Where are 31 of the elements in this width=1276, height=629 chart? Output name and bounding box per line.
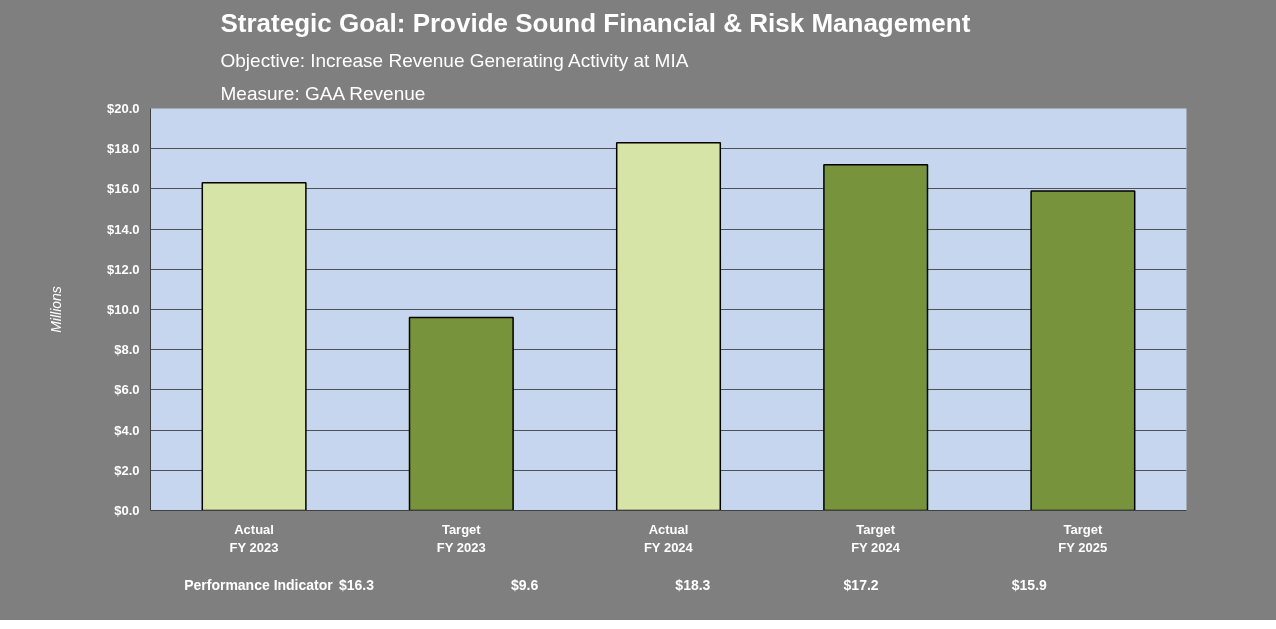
x-tick-label: Target FY 2023 xyxy=(436,521,486,555)
y-tick-label: $0.0 xyxy=(114,503,140,518)
chart-title: Strategic Goal: Provide Sound Financial & Risk Management xyxy=(220,7,971,38)
text: Performance Indicator xyxy=(184,576,334,593)
bar xyxy=(408,316,514,511)
bar xyxy=(1030,190,1136,511)
text: Measure: GAA Revenue xyxy=(220,82,426,104)
bar xyxy=(615,141,722,511)
data-label: $15.9 xyxy=(1011,576,1048,593)
x-tick-label: Target FY 2025 xyxy=(1058,521,1108,555)
data-label: $9.6 xyxy=(511,576,539,593)
y-tick-label: $18.0 xyxy=(106,141,140,157)
y-tick-label: $4.0 xyxy=(114,422,140,438)
y-tick-label: $10.0 xyxy=(106,302,140,317)
x-tick-label: Target FY 2024 xyxy=(851,521,901,555)
bar xyxy=(201,182,307,511)
data-label: $17.2 xyxy=(843,576,879,593)
y-tick-label: $12.0 xyxy=(106,261,140,277)
x-tick-label: Actual FY 2024 xyxy=(643,521,694,555)
y-tick-label: $20.0 xyxy=(106,101,140,116)
y-axis-title: Millions xyxy=(47,286,64,333)
y-tick-label: $14.0 xyxy=(106,221,140,237)
y-tick-label: $8.0 xyxy=(114,342,140,358)
chart-subtitle: Objective: Increase Revenue Generating Activity at MIA xyxy=(220,49,689,71)
y-tick-label: $16.0 xyxy=(106,181,140,197)
data-label: $18.3 xyxy=(675,576,711,593)
y-tick-label: $6.0 xyxy=(114,382,140,398)
bar xyxy=(823,164,929,511)
x-tick-label: Actual FY 2023 xyxy=(229,521,279,555)
y-tick-label: $2.0 xyxy=(114,462,140,478)
data-label: $16.3 xyxy=(338,576,375,593)
